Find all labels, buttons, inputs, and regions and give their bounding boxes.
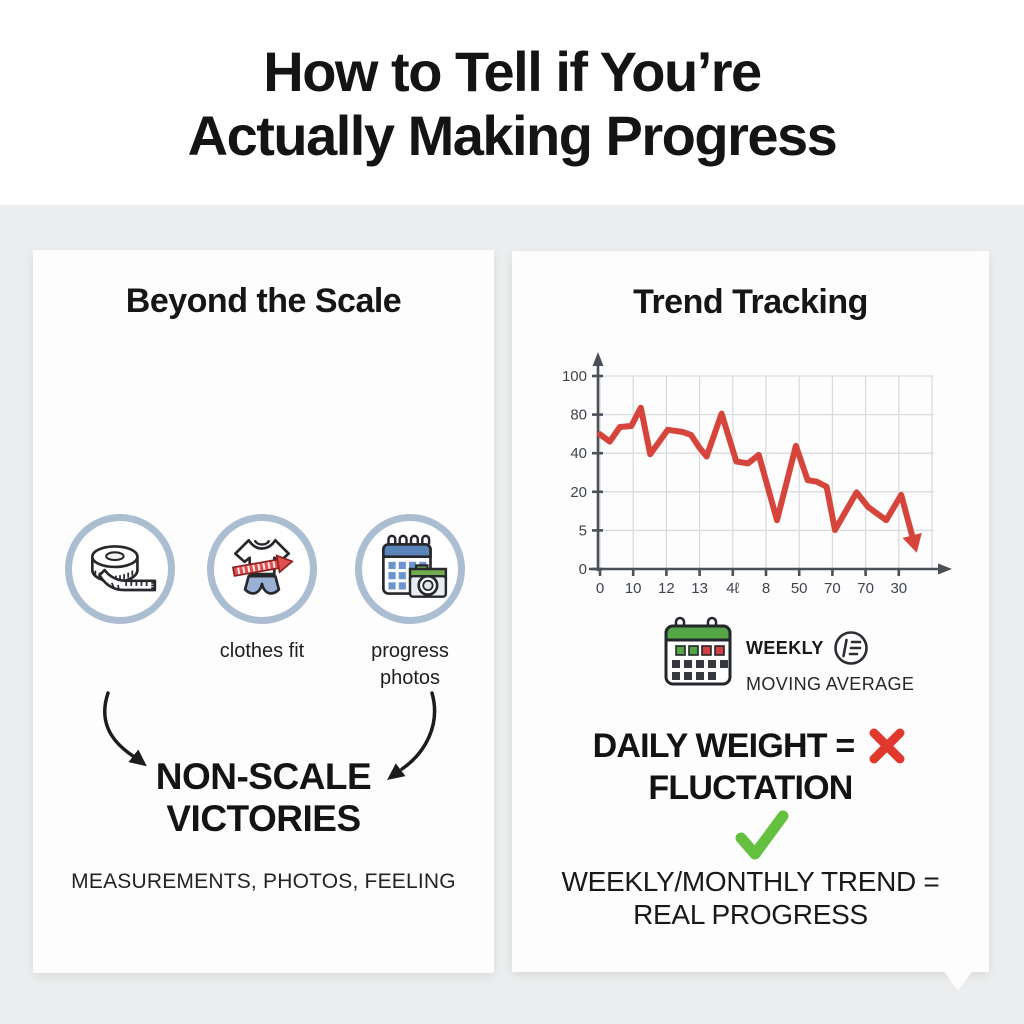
- weight-line-series: [597, 404, 922, 553]
- weight-polyline: [597, 404, 916, 541]
- nsv-line1: NON-SCALE: [155, 756, 372, 797]
- progress-photos-icon: [382, 534, 448, 598]
- svg-text:30: 30: [890, 580, 907, 597]
- page-title-line2: Actually Making Progress: [187, 103, 838, 167]
- right-panel-heading: Trend Tracking: [633, 283, 868, 321]
- left-panel-footnote: MEASUREMENTS, PHOTOS, FEELING: [71, 870, 456, 893]
- clothes-fit-label: clothes fit: [219, 640, 305, 662]
- title-band: How to Tell if You’re Actually Making Pr…: [0, 40, 1024, 168]
- svg-text:70: 70: [857, 580, 874, 597]
- daily-line1: DAILY WEIGHT =: [592, 727, 856, 765]
- trend-line1: WEEKLY/MONTHLY TREND =: [561, 866, 940, 897]
- svg-text:0: 0: [596, 580, 604, 597]
- daily-weight-text: DAILY WEIGHT = FLUCTATION: [512, 725, 989, 809]
- non-scale-victories-text: NON-SCALE VICTORIES: [33, 756, 494, 840]
- svg-text:4ℓ: 4ℓ: [726, 580, 739, 597]
- card-tail: [943, 970, 973, 991]
- measuring-tape-circle: [65, 514, 175, 624]
- progress-photos-label: progress photos: [371, 640, 449, 689]
- svg-text:10: 10: [625, 580, 642, 597]
- svg-text:40: 40: [570, 445, 587, 462]
- weekly-label: WEEKLY: [746, 637, 824, 658]
- trend-line2: REAL PROGRESS: [633, 899, 868, 931]
- progress-photos-circle: [355, 514, 465, 624]
- daily-line2: FLUCTATION: [648, 769, 853, 808]
- page-title: How to Tell if You’re Actually Making Pr…: [0, 40, 1024, 168]
- green-check-icon: [735, 810, 788, 860]
- chart-ticks: [592, 374, 901, 576]
- svg-text:70: 70: [824, 580, 841, 597]
- chart-grid-v: [599, 376, 933, 569]
- check-wrap: [512, 809, 989, 866]
- nsv-line2: VICTORIES: [166, 797, 361, 839]
- chart-axes: [589, 352, 952, 575]
- svg-text:5: 5: [579, 522, 587, 539]
- svg-text:50: 50: [791, 580, 808, 597]
- measuring-tape-icon: [90, 545, 157, 592]
- legend-text: WEEKLY MOVING AVERAGE: [746, 615, 914, 695]
- clothes-fit-circle: [207, 514, 317, 624]
- moving-average-label: MOVING AVERAGE: [746, 674, 915, 694]
- camera-icon: [408, 564, 448, 598]
- svg-text:12: 12: [658, 580, 675, 597]
- weekly-average-legend: WEEKLY MOVING AVERAGE: [662, 615, 914, 695]
- svg-text:100: 100: [562, 368, 587, 385]
- weekly-calendar-icon: [664, 616, 732, 686]
- x-tick-labels: 0 10 12 13 4ℓ 8 50 70 70 30: [596, 580, 907, 597]
- page-title-line1: How to Tell if You’re: [263, 40, 762, 103]
- svg-text:80: 80: [570, 407, 587, 424]
- red-x-icon: [869, 728, 905, 764]
- svg-text:20: 20: [570, 484, 587, 501]
- svg-text:8: 8: [762, 580, 770, 597]
- svg-text:0: 0: [579, 561, 587, 578]
- svg-text:13: 13: [691, 580, 708, 597]
- weekly-trend-text: WEEKLY/MONTHLY TREND = REAL PROGRESS: [512, 865, 989, 931]
- trend-tracking-panel: Trend Tracking 100 80 40 20 5 0 0 10 12 13 4ℓ 8 50 7…: [512, 251, 989, 991]
- moving-average-icon: [833, 631, 868, 665]
- clothes-fit-icon: [231, 538, 294, 595]
- y-tick-labels: 100 80 40 20 5 0: [562, 368, 587, 578]
- left-panel-heading: Beyond the Scale: [125, 282, 402, 320]
- beyond-the-scale-panel: Beyond the Scale: [33, 250, 494, 973]
